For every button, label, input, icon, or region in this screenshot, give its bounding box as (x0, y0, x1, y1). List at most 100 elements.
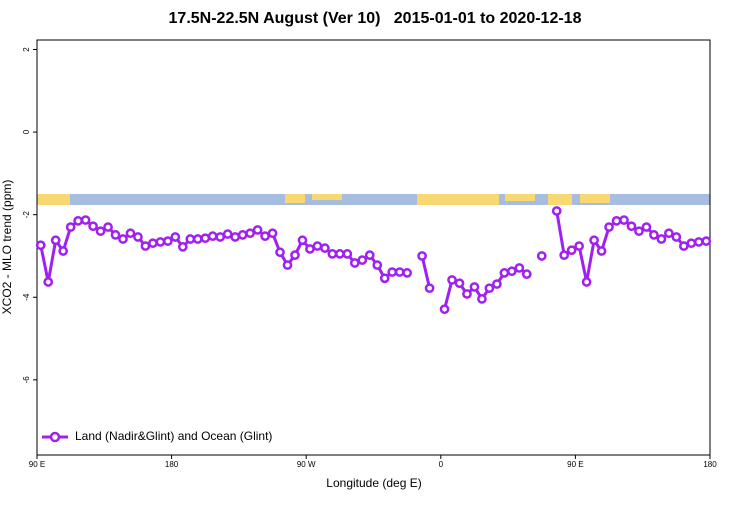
data-point (424, 283, 435, 294)
data-point (155, 237, 166, 247)
data-point (619, 215, 629, 225)
data-point (73, 216, 83, 226)
data-point (641, 222, 652, 232)
data-point (192, 234, 203, 244)
data-point (177, 242, 188, 252)
data-point (170, 232, 181, 242)
data-point (506, 266, 517, 277)
data-point (462, 289, 472, 299)
data-point (454, 278, 465, 289)
y-tick-label: -6 (22, 376, 31, 384)
data-point (664, 228, 674, 239)
data-point (521, 269, 532, 279)
data-point (634, 226, 644, 237)
data-point (693, 237, 704, 247)
data-point (604, 222, 614, 232)
y-tick-label: -4 (22, 293, 31, 301)
data-point (222, 229, 233, 239)
data-point (477, 294, 487, 304)
data-point (387, 267, 398, 277)
legend-label: Land (Nadir&Glint) and Ocean (Glint) (75, 429, 272, 443)
data-point (327, 249, 338, 259)
data-point (297, 235, 308, 246)
data-point (207, 231, 218, 241)
data-point (260, 231, 270, 241)
x-axis-label: Longitude (deg E) (326, 476, 421, 490)
data-point (215, 232, 226, 242)
data-point (499, 268, 510, 278)
data-point (312, 241, 323, 251)
legend-marker (49, 431, 61, 443)
y-tick-label: 2 (22, 47, 31, 52)
x-tick-label: 90 W (297, 460, 316, 469)
data-point (559, 250, 570, 260)
data-point (686, 238, 697, 249)
land-ocean-strip (37, 194, 710, 205)
data-point (103, 222, 113, 232)
data-point (110, 230, 121, 240)
data-point (58, 246, 69, 256)
data-point (118, 234, 128, 244)
data-point (305, 244, 315, 254)
data-point (267, 228, 278, 239)
data-point (551, 206, 562, 216)
data-point (35, 240, 46, 251)
data-point (678, 241, 689, 251)
data-point (447, 275, 457, 285)
data-point (649, 230, 659, 240)
data-point (394, 267, 405, 277)
data-point (357, 255, 368, 265)
data-point (133, 232, 143, 242)
x-tick-label: 180 (703, 460, 717, 469)
y-axis-label: XCO2 - MLO trend (ppm) (0, 180, 14, 315)
data-point (43, 277, 54, 287)
data-point (230, 232, 241, 242)
data-point (484, 283, 495, 294)
data-point (80, 215, 91, 225)
data-point (140, 241, 151, 251)
data-point (342, 249, 353, 259)
data-point (252, 225, 263, 235)
data-point (589, 235, 599, 246)
data-point (50, 235, 61, 246)
x-tick-label: 90 E (29, 460, 45, 469)
x-tick-label: 180 (165, 460, 179, 469)
data-point (237, 230, 248, 240)
data-point (379, 273, 390, 284)
y-tick-label: 0 (22, 129, 31, 134)
data-point (349, 258, 360, 268)
data-point (125, 228, 136, 239)
data-point (65, 222, 76, 232)
data-point (581, 277, 592, 287)
data-point (514, 263, 525, 273)
data-point (611, 216, 622, 226)
data-point (185, 234, 196, 244)
data-point (566, 245, 577, 256)
data-point (290, 250, 300, 260)
chart-title: 17.5N-22.5N August (Ver 10) 2015-01-01 t… (169, 10, 582, 27)
data-point (364, 250, 375, 260)
data-point (245, 228, 255, 239)
data-point (574, 241, 584, 251)
data-point (469, 282, 480, 292)
data-point (402, 268, 412, 278)
data-point (701, 236, 712, 246)
plot-frame (36, 39, 711, 456)
data-point (671, 232, 682, 242)
x-tick-label: 90 E (567, 460, 583, 469)
data-point (148, 238, 158, 249)
data-point (492, 279, 502, 289)
data-point (282, 260, 293, 270)
data-point (417, 251, 427, 261)
y-tick-label: -2 (22, 211, 31, 219)
data-point (320, 243, 330, 253)
data-point (596, 246, 607, 256)
data-point (200, 233, 211, 244)
data-point (536, 251, 547, 261)
data-point (95, 226, 106, 237)
data-point (656, 234, 667, 244)
data-point (163, 236, 173, 246)
data-point (275, 247, 285, 258)
data-point (372, 260, 383, 270)
